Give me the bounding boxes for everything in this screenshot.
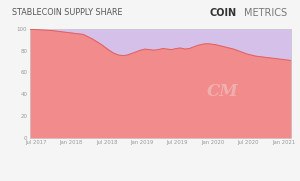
Text: METRICS: METRICS bbox=[244, 8, 288, 18]
Text: COIN: COIN bbox=[210, 8, 237, 18]
Text: CM: CM bbox=[207, 83, 239, 100]
Text: STABLECOIN SUPPLY SHARE: STABLECOIN SUPPLY SHARE bbox=[12, 8, 122, 17]
